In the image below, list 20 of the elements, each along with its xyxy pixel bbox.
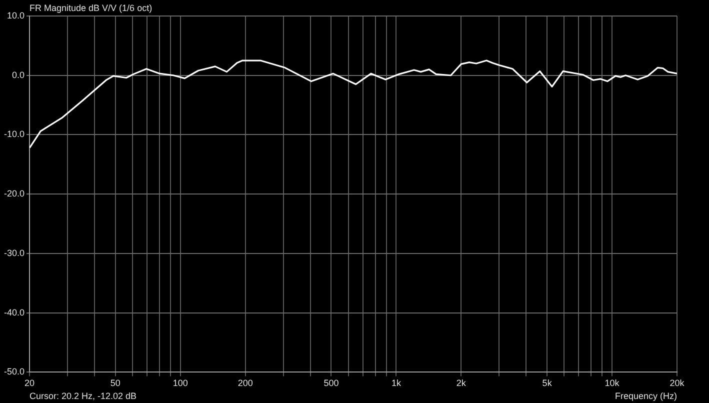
x-tick-label: 5k bbox=[542, 378, 552, 388]
chart-title: FR Magnitude dB V/V (1/6 oct) bbox=[30, 2, 152, 13]
y-tick-label: 0.0 bbox=[12, 70, 25, 80]
x-tick-label: 10k bbox=[604, 378, 620, 388]
y-tick-label: -20.0 bbox=[4, 188, 25, 199]
x-tick-label: 200 bbox=[238, 378, 253, 388]
x-tick-label: 500 bbox=[324, 378, 339, 388]
x-tick-label: 50 bbox=[110, 378, 120, 388]
y-tick-label: -50.0 bbox=[4, 366, 25, 377]
x-tick-label: 100 bbox=[172, 378, 188, 388]
y-tick-label: -40.0 bbox=[4, 307, 25, 318]
x-axis-title: Frequency (Hz) bbox=[614, 390, 678, 401]
text: Cursor: 20.2 Hz, -12.02 dB bbox=[30, 390, 137, 401]
y-tick-label: 10.0 bbox=[6, 10, 25, 20]
y-tick-label: -30.0 bbox=[4, 248, 25, 258]
x-tick-label: 20 bbox=[24, 378, 35, 388]
y-tick-label: -10.0 bbox=[4, 129, 25, 140]
x-tick-label: 20k bbox=[670, 378, 685, 388]
x-tick-label: 2k bbox=[456, 378, 466, 388]
x-tick-label: 1k bbox=[391, 378, 402, 388]
